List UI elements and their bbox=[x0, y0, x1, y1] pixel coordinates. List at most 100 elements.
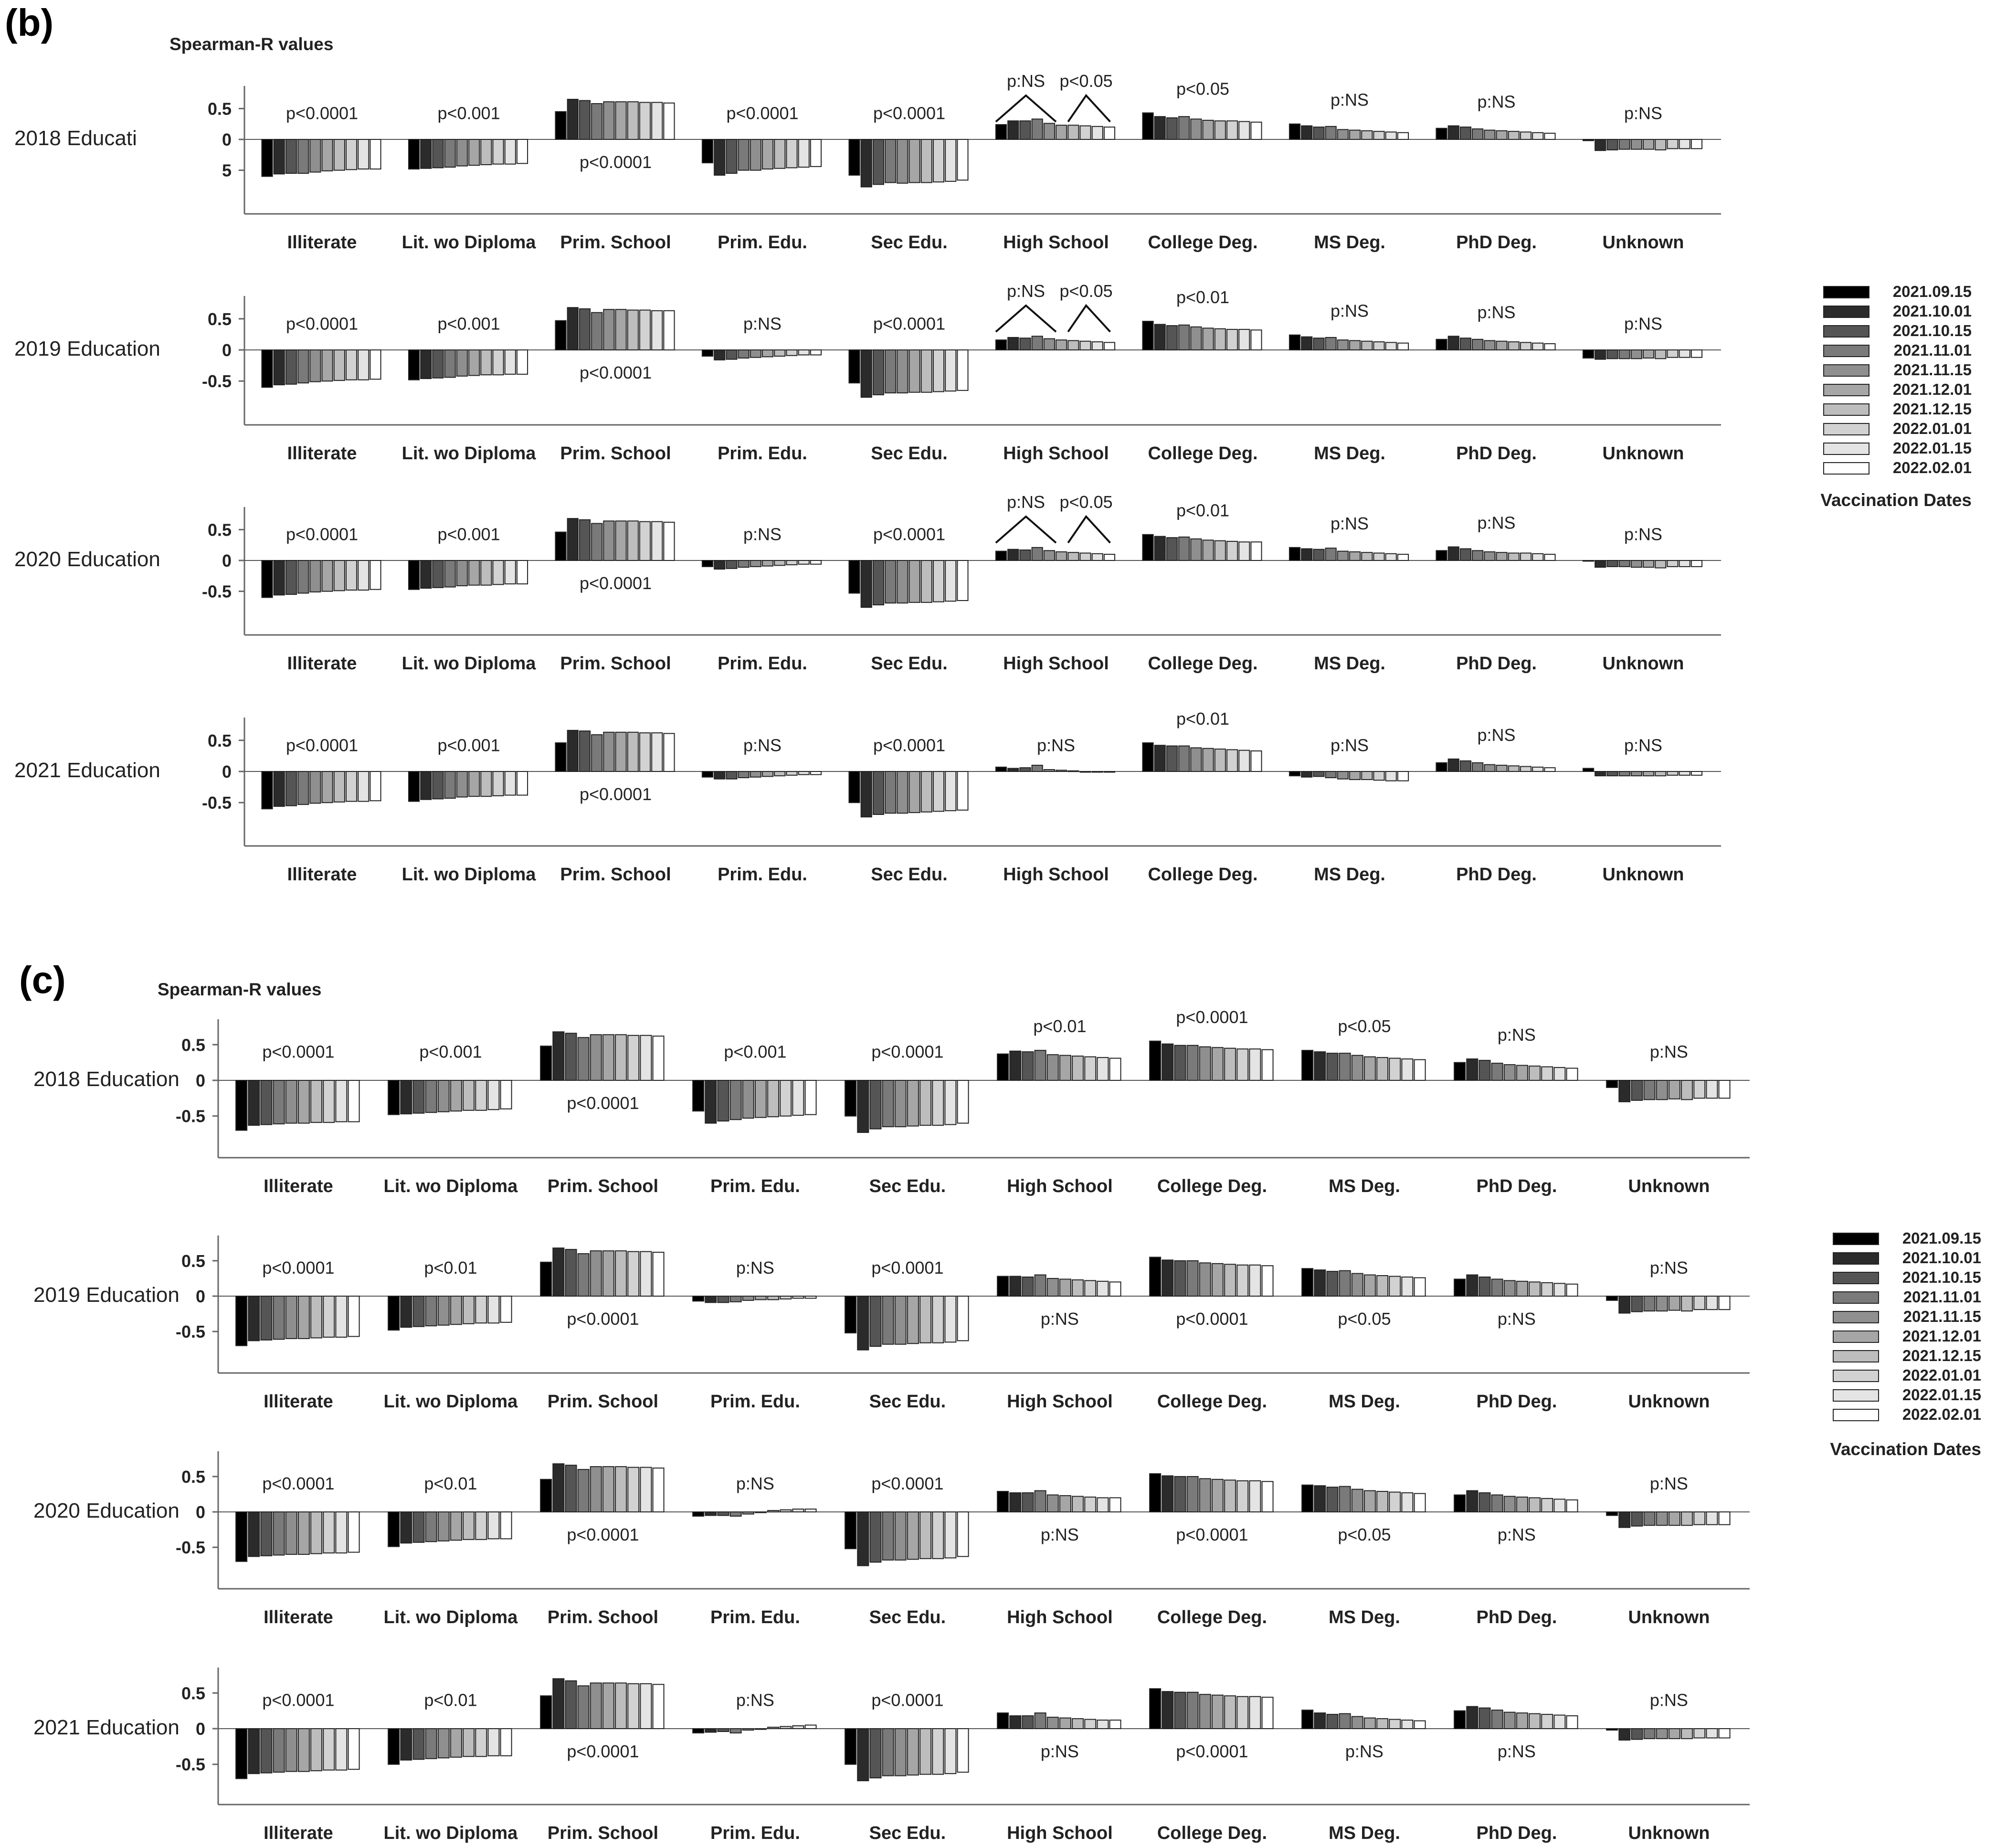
bar bbox=[1553, 1283, 1566, 1297]
bar bbox=[742, 1728, 754, 1731]
x-tick-label: High School bbox=[1007, 1392, 1113, 1412]
bar bbox=[894, 1080, 907, 1128]
bar bbox=[692, 1296, 705, 1302]
bar bbox=[297, 1080, 310, 1124]
bar bbox=[717, 1511, 729, 1516]
bar bbox=[726, 771, 738, 780]
bar bbox=[701, 139, 714, 164]
bar bbox=[1681, 1080, 1693, 1100]
bar bbox=[995, 550, 1007, 561]
bar bbox=[1031, 118, 1043, 140]
p-value-label: p:NS bbox=[743, 525, 782, 544]
bar bbox=[345, 771, 358, 802]
p-value-label: p:NS bbox=[1498, 1742, 1536, 1761]
bar bbox=[297, 771, 309, 805]
bar bbox=[651, 521, 663, 561]
bar bbox=[1491, 1278, 1503, 1297]
x-tick-label: Unknown bbox=[1628, 1176, 1710, 1196]
bar bbox=[920, 771, 932, 813]
bar bbox=[1529, 1497, 1541, 1513]
x-tick-label: Prim. Edu. bbox=[718, 865, 807, 885]
bar bbox=[798, 139, 810, 168]
bar bbox=[1544, 133, 1556, 140]
bar bbox=[932, 139, 945, 183]
legend-title: Vaccination Dates bbox=[1830, 1439, 1981, 1459]
bar bbox=[627, 1035, 640, 1081]
bar bbox=[726, 139, 738, 174]
bar bbox=[1326, 1487, 1339, 1512]
bar bbox=[615, 1682, 627, 1729]
bar bbox=[957, 560, 969, 601]
y-tick-label: 0 bbox=[222, 340, 232, 360]
p-value-label: p:NS bbox=[1650, 1690, 1688, 1710]
bar bbox=[1541, 1498, 1553, 1513]
bar bbox=[1566, 1067, 1578, 1081]
p-value-label: p<0.0001 bbox=[580, 784, 652, 804]
bar bbox=[1351, 1055, 1363, 1081]
bar bbox=[651, 102, 663, 140]
x-tick-label: Prim. Edu. bbox=[718, 654, 807, 674]
bar bbox=[437, 1080, 450, 1112]
bar bbox=[1693, 1080, 1706, 1099]
bar bbox=[480, 771, 492, 797]
x-tick-label: Prim. Edu. bbox=[710, 1392, 800, 1412]
bar bbox=[1337, 339, 1349, 350]
bar bbox=[1376, 1057, 1389, 1081]
bar bbox=[640, 1467, 652, 1513]
bar bbox=[567, 729, 579, 772]
bar bbox=[540, 1045, 552, 1081]
bar bbox=[957, 1728, 969, 1773]
bar bbox=[1224, 1695, 1236, 1730]
bar bbox=[1397, 132, 1409, 140]
bar bbox=[1142, 320, 1154, 351]
bar bbox=[444, 771, 456, 799]
bar bbox=[860, 139, 872, 188]
bar bbox=[1541, 1066, 1553, 1081]
bar bbox=[762, 139, 774, 170]
p-value-label: p<0.0001 bbox=[262, 1042, 334, 1062]
bar bbox=[997, 1053, 1009, 1081]
bar bbox=[1190, 747, 1202, 772]
panel-b: (b) Spearman-R values 2018 Educati 0.5 0 5 Ill… bbox=[5, 1, 1972, 885]
bar bbox=[750, 349, 761, 358]
bar bbox=[297, 139, 309, 174]
bar bbox=[701, 560, 714, 567]
p-value-label: p<0.01 bbox=[1176, 709, 1229, 729]
legend-swatch bbox=[1833, 1233, 1879, 1245]
bar bbox=[492, 771, 504, 796]
bar bbox=[432, 139, 444, 169]
x-tick-label: Illiterate bbox=[264, 1607, 333, 1627]
legend-label: 2021.09.15 bbox=[1893, 283, 1972, 300]
p-value-label: p:NS bbox=[1478, 302, 1516, 322]
bar bbox=[717, 1728, 729, 1732]
p-value-label: p:NS bbox=[1478, 92, 1516, 112]
bar bbox=[285, 1728, 297, 1772]
bar bbox=[1503, 1064, 1516, 1081]
bar bbox=[640, 1035, 652, 1081]
bar bbox=[432, 560, 444, 588]
y-axis-label: Spearman-R values bbox=[169, 34, 333, 54]
bar bbox=[348, 1728, 360, 1770]
bar bbox=[273, 560, 285, 596]
bar bbox=[1067, 340, 1079, 350]
bar bbox=[738, 139, 750, 171]
bar bbox=[1414, 1277, 1426, 1297]
p-value-label: p:NS bbox=[1331, 301, 1369, 321]
bar bbox=[333, 349, 345, 381]
bar bbox=[1706, 1728, 1718, 1739]
subchart: 2019 Education 0.5 0 -0.5 Illiterate p<0.0001… bbox=[14, 281, 1721, 464]
bar bbox=[908, 771, 920, 813]
bar bbox=[1314, 1485, 1326, 1513]
x-tick-label: MS Deg. bbox=[1329, 1392, 1400, 1412]
bar bbox=[869, 1511, 882, 1563]
legend-title: Vaccination Dates bbox=[1820, 490, 1972, 510]
bar bbox=[412, 1728, 425, 1760]
bar bbox=[1679, 560, 1690, 567]
bar bbox=[590, 1682, 602, 1729]
y-tick-label: 0.5 bbox=[208, 99, 232, 118]
bar bbox=[729, 1080, 742, 1120]
y-tick-label: 0 bbox=[196, 1071, 205, 1090]
x-tick-label: Unknown bbox=[1603, 865, 1684, 885]
bar bbox=[555, 320, 567, 350]
